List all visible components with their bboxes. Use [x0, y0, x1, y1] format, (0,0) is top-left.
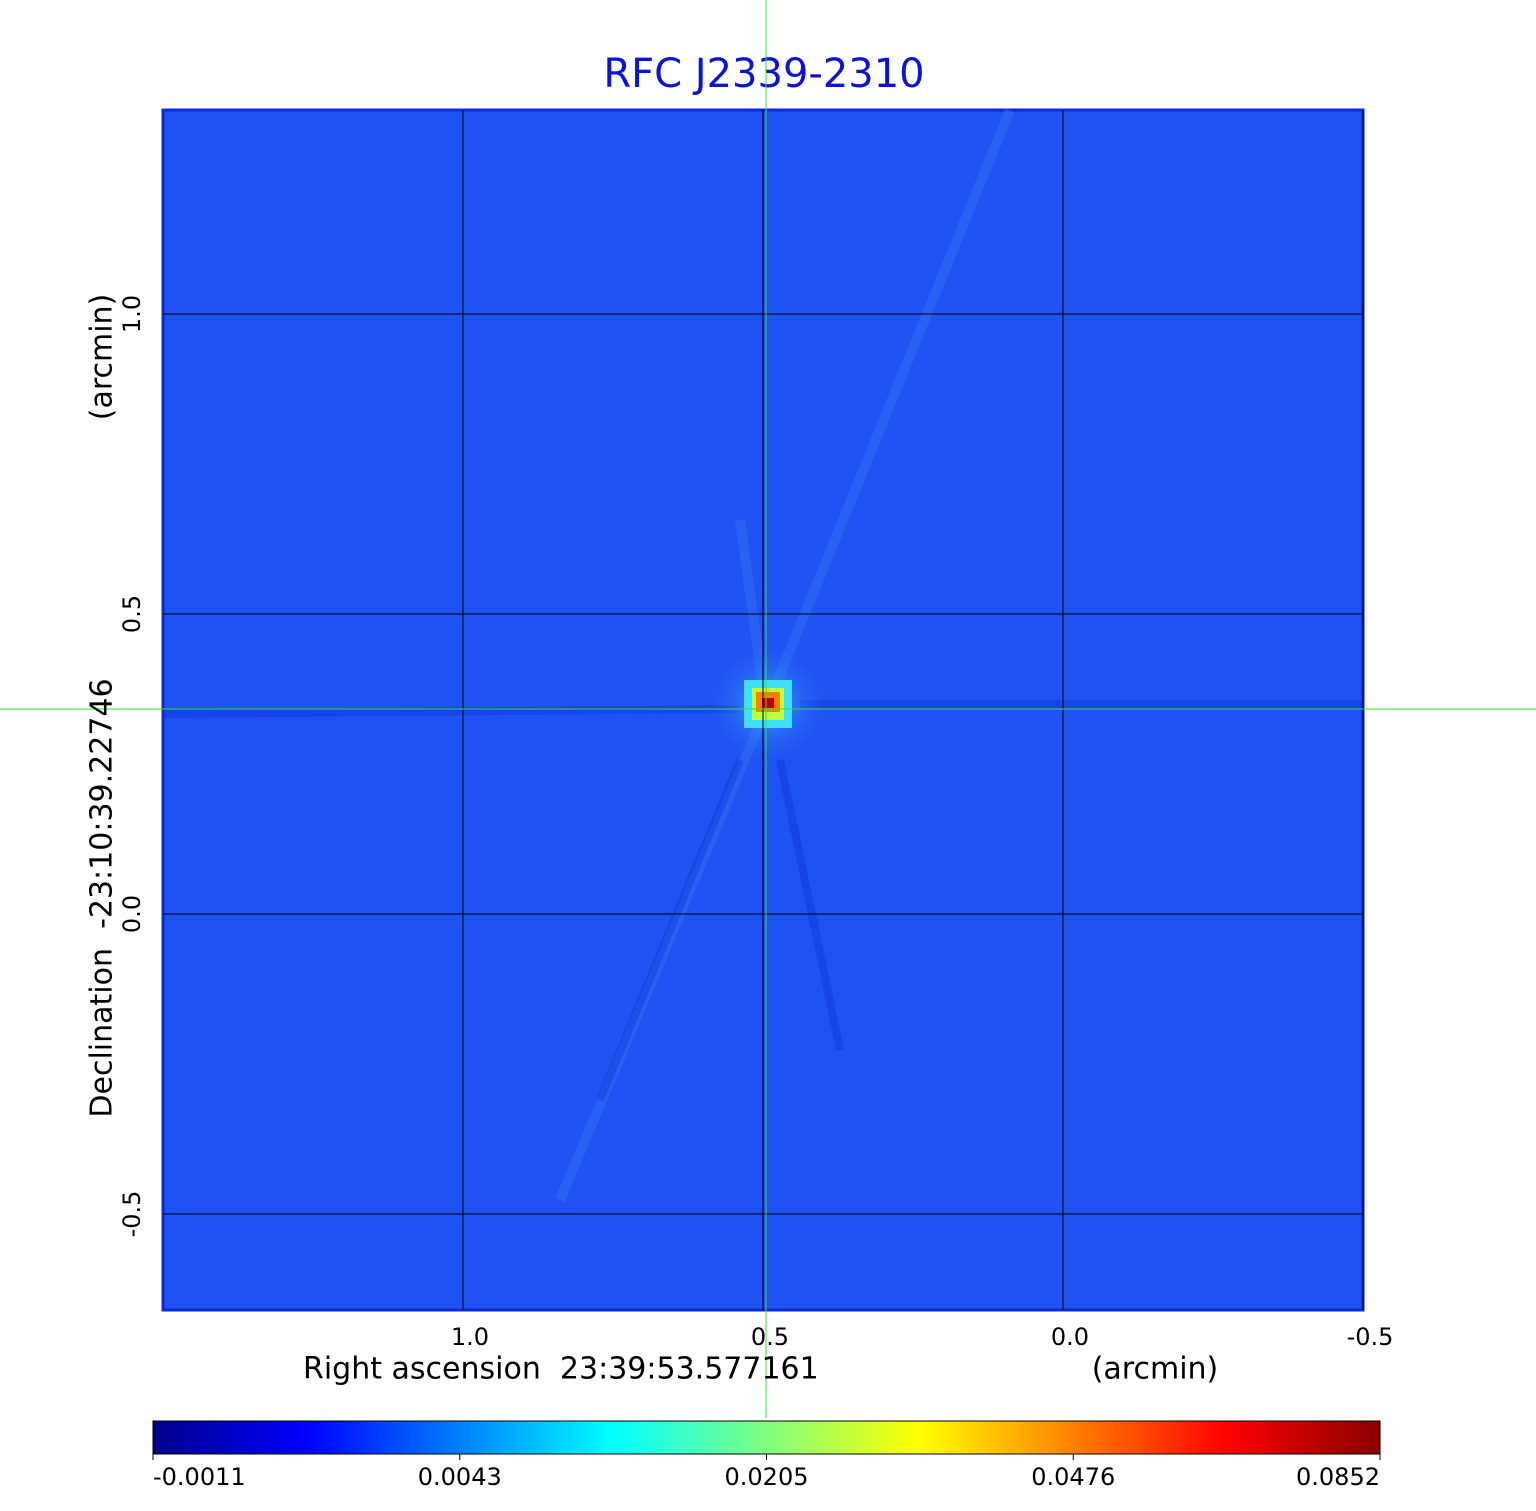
- negative-streaks: [162, 700, 1363, 1102]
- x-tick-label: 0.0: [1051, 1323, 1089, 1351]
- x-tick-label: 1.0: [451, 1323, 489, 1351]
- colorbar-tick-label: -0.0011: [153, 1463, 246, 1491]
- colorbar: [152, 1420, 1381, 1455]
- y-tick-label: -0.5: [118, 1191, 146, 1238]
- x-tick-label: -0.5: [1347, 1323, 1394, 1351]
- colorbar-tick-label: 0.0852: [1296, 1463, 1380, 1491]
- x-axis-label: Right ascension 23:39:53.577161: [303, 1352, 819, 1387]
- x-tick-label: 0.5: [751, 1323, 789, 1351]
- y-tick-label: 0.0: [118, 895, 146, 933]
- colorbar-tick-label: 0.0043: [418, 1463, 502, 1491]
- colorbar-tick-label: 0.0205: [725, 1463, 809, 1491]
- plot-area: [161, 108, 1365, 1312]
- y-axis-label: Declination -23:10:39.22746: [85, 678, 120, 1117]
- y-tick-label: 1.0: [118, 295, 146, 333]
- x-axis-unit: (arcmin): [1092, 1352, 1219, 1387]
- colorbar-tick-label: 0.0476: [1031, 1463, 1115, 1491]
- y-tick-label: 0.5: [118, 595, 146, 633]
- source: [744, 680, 792, 728]
- chart-title: RFC J2339-2310: [603, 51, 924, 97]
- y-axis-unit: (arcmin): [85, 294, 120, 421]
